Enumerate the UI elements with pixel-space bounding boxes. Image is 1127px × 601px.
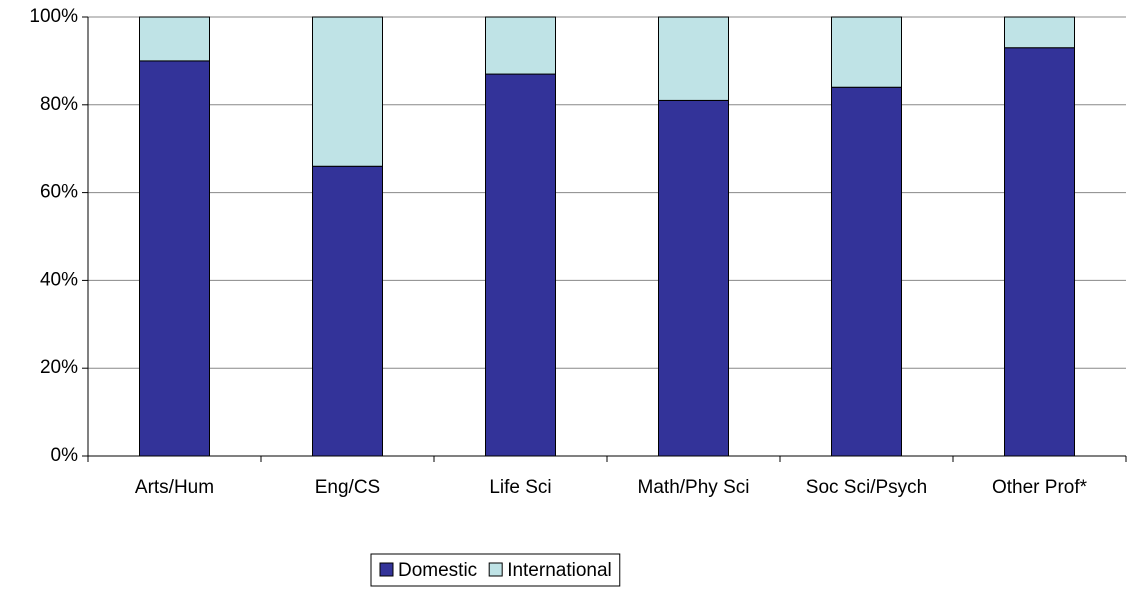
bar-segment [312,165,383,457]
bar-segment [831,86,902,457]
bar-segment [658,99,729,457]
y-tick-label: 100% [29,6,78,27]
bar-segment [139,60,210,457]
y-tick-label: 80% [40,94,78,115]
x-tick-label: Math/Phy Sci [638,477,750,498]
x-tick-label: Arts/Hum [135,477,214,498]
x-tick-label: Other Prof* [992,477,1088,498]
y-tick-label: 40% [40,269,78,290]
x-tick-label: Eng/CS [315,477,380,498]
bar-segment [139,16,210,62]
bar-segment [1004,47,1075,457]
y-tick-label: 20% [40,357,78,378]
bar-segment [485,73,556,457]
bar-segment [1004,16,1075,49]
y-tick-label: 0% [51,445,79,466]
legend-label: Domestic [398,560,477,581]
x-tick-label: Soc Sci/Psych [806,477,927,498]
bar-segment [485,16,556,75]
legend-swatch [488,562,503,577]
legend-label: International [507,560,612,581]
legend-swatch [379,562,394,577]
bar-segment [658,16,729,101]
bar-segment [312,16,383,167]
y-tick-label: 60% [40,182,78,203]
bar-segment [831,16,902,88]
x-tick-label: Life Sci [489,477,551,498]
